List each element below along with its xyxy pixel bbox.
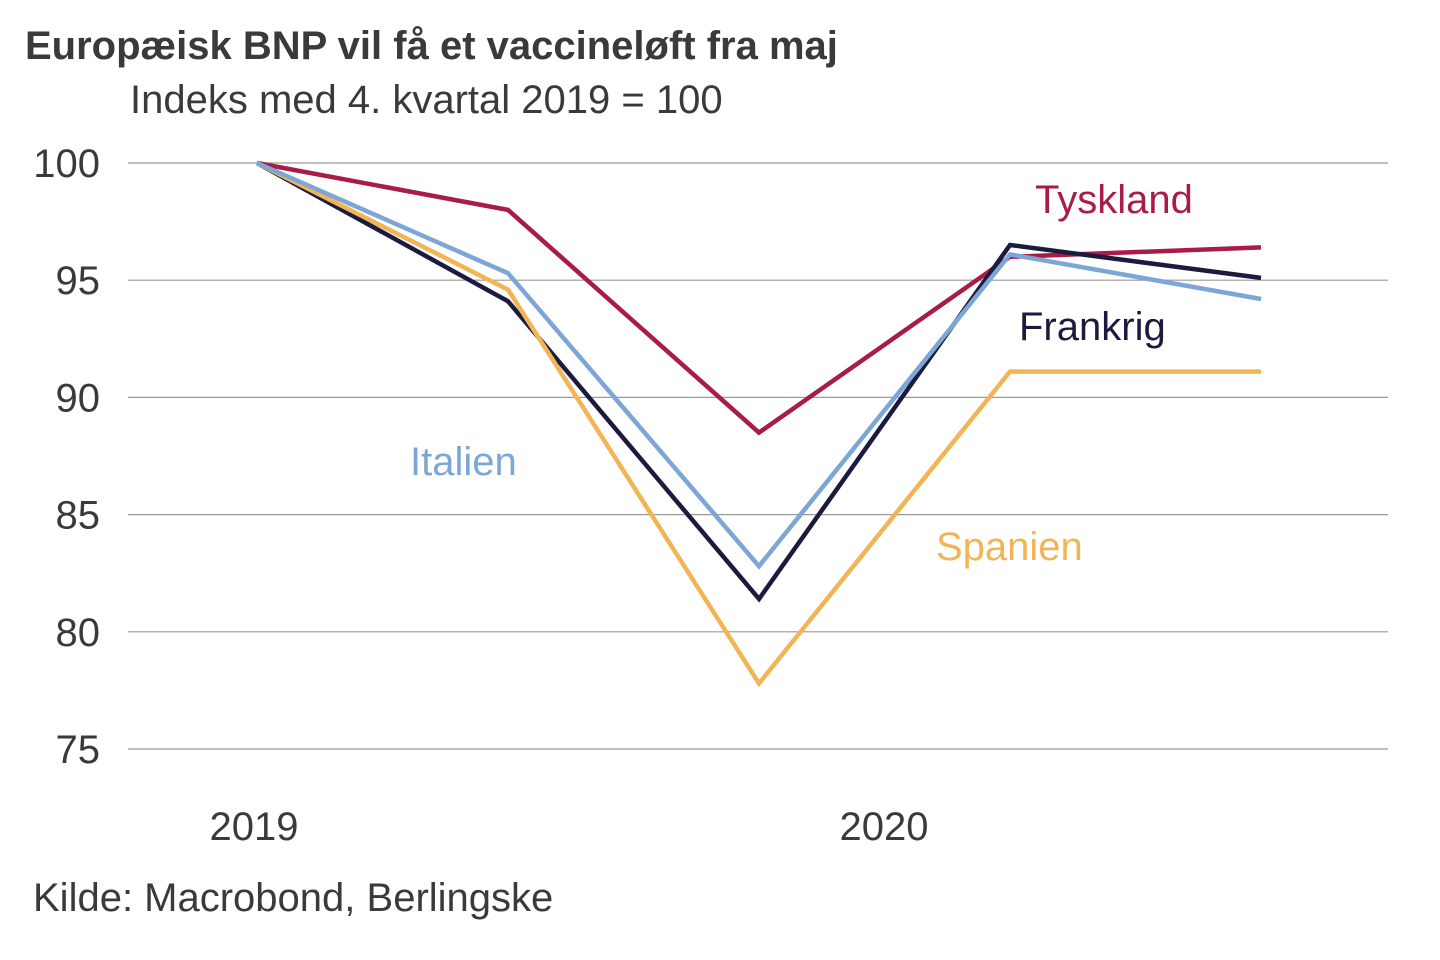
- series-line-frankrig: [255, 161, 1262, 603]
- y-tick-label-95: 95: [56, 259, 101, 303]
- series-label-italien: Italien: [410, 440, 517, 484]
- x-tick-label-2019: 2019: [210, 805, 299, 849]
- series-label-tyskland: Tyskland: [1035, 178, 1193, 222]
- series-line-italien: [256, 160, 1262, 570]
- y-tick-label-85: 85: [56, 494, 101, 538]
- y-tick-label-75: 75: [56, 728, 101, 772]
- x-tick-label-2020: 2020: [840, 805, 929, 849]
- y-tick-label-90: 90: [56, 376, 101, 420]
- series-line-spanien: [255, 160, 1261, 688]
- chart-title: Europæisk BNP vil få et vaccineløft fra …: [25, 24, 838, 68]
- gridlines: [128, 162, 1388, 750]
- series-label-frankrig: Frankrig: [1019, 305, 1166, 349]
- series-labels: Tyskland Frankrig Italien Spanien: [410, 178, 1193, 569]
- chart-subtitle: Indeks med 4. kvartal 2019 = 100: [130, 78, 723, 122]
- y-tick-label-100: 100: [33, 142, 100, 186]
- chart-source: Kilde: Macrobond, Berlingske: [33, 876, 554, 920]
- y-axis-ticks: 100 95 90 85 80 75: [33, 142, 100, 772]
- series-lines: [255, 160, 1262, 688]
- series-label-spanien: Spanien: [936, 525, 1083, 569]
- x-axis-ticks: 2019 2020: [210, 805, 929, 849]
- series-line-tyskland: [256, 160, 1262, 436]
- y-tick-label-80: 80: [56, 611, 101, 655]
